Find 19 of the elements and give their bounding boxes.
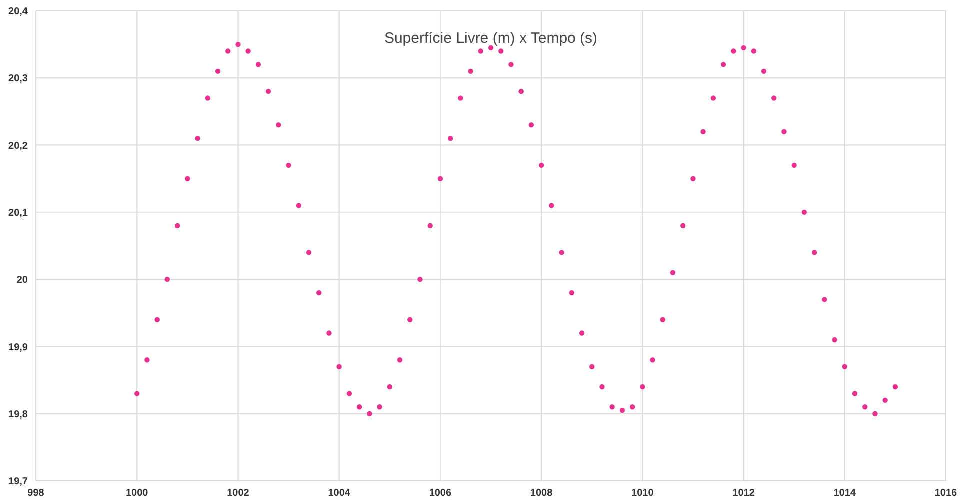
y-tick-label: 20,4 xyxy=(8,6,28,18)
y-tick-label: 19,9 xyxy=(8,342,28,354)
text: Superfície Livre (m) x Tempo (s) xyxy=(383,30,599,47)
x-tick-label: 1006 xyxy=(429,488,452,500)
x-tick-label: 1004 xyxy=(328,488,351,500)
x-tick-label: 1002 xyxy=(227,488,250,500)
y-tick-label: 20,3 xyxy=(8,74,28,85)
y-tick-label: 19,7 xyxy=(8,476,28,488)
x-tick-label: 1012 xyxy=(732,488,756,500)
y-tick-label: 20,1 xyxy=(8,208,28,219)
y-tick-label: 20,2 xyxy=(8,140,28,152)
x-tick-label: 998 xyxy=(28,488,45,500)
x-tick-label: 1000 xyxy=(126,488,149,500)
y-tick-label: 19,8 xyxy=(8,409,28,420)
x-tick-label: 1016 xyxy=(934,488,958,500)
x-tick-label: 1008 xyxy=(530,488,554,500)
x-tick-label: 1010 xyxy=(632,488,654,500)
x-tick-label: 1014 xyxy=(834,488,856,500)
y-tick-label: 20 xyxy=(16,275,28,286)
